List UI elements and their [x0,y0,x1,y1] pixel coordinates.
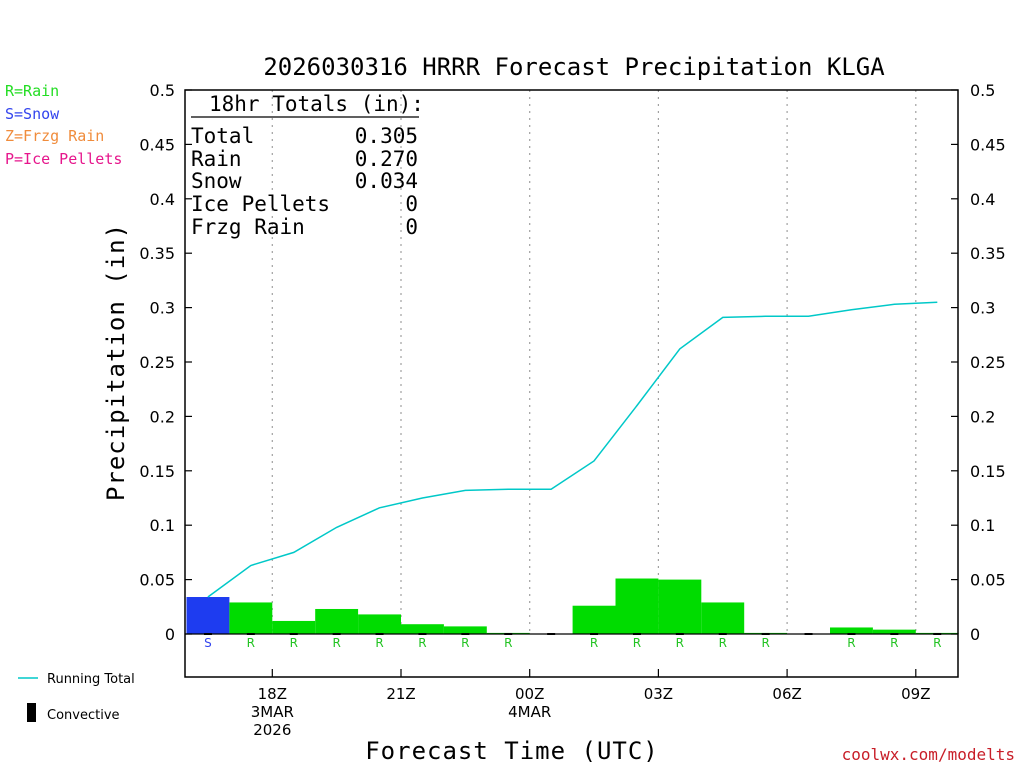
chart-title: 2026030316 HRRR Forecast Precipitation K… [263,53,885,81]
precip-bar [315,608,359,634]
y-tick-label-left: 0.1 [150,516,175,535]
totals-value-ice-pellets: 0 [405,192,418,216]
y-tick-label-right: 0.1 [970,516,995,535]
x-tick-label: 09Z [901,685,930,703]
precip-type-label: S [204,636,212,650]
precip-type-label: R [933,636,941,650]
running-total-line [207,301,938,598]
precip-bar [186,597,230,634]
precip-type-label: R [461,636,469,650]
y-tick-label-left: 0.3 [150,299,175,318]
y-tick-label-left: 0.35 [139,244,175,263]
y-tick-label-left: 0.45 [139,135,175,154]
precip-type-label: R [418,636,426,650]
convective-legend-label: Convective [47,708,120,723]
y-tick-label-right: 0 [970,625,980,644]
y-tick-label-left: 0.15 [139,462,175,481]
x-axis-label: Forecast Time (UTC) [365,737,659,765]
precip-bar [572,605,616,634]
x-tick-label: 18Z [258,685,287,703]
plot-frame [184,89,959,678]
convective-legend-swatch [27,703,36,722]
totals-label-frzg-rain: Frzg Rain [191,215,305,239]
precip-type-label: R [719,636,727,650]
totals-value-total: 0.305 [355,124,418,148]
y-axis-label: Precipitation (in) [102,223,130,501]
precip-bar [872,629,916,634]
totals-value-rain: 0.270 [355,147,418,171]
precip-bar [358,614,401,634]
x-tick-label: 21Z [386,685,415,703]
precip-type-label: R [847,636,855,650]
precip-bar [615,578,659,634]
precip-type-label: R [247,636,255,650]
axes [184,89,959,678]
precip-bar [401,624,444,634]
x-tick-label: 00Z [515,685,544,703]
precip-type-label: R [890,636,898,650]
y-tick-label-left: 0.2 [150,407,175,426]
y-tick-label-left: 0.4 [150,190,175,209]
series-legend: Running Total Convective [18,672,135,723]
legend-frzg-rain: Z=Frzg Rain [5,127,104,145]
totals-heading: 18hr Totals (in): [209,92,424,116]
y-tick-label-right: 0.5 [970,81,995,100]
totals-label-ice-pellets: Ice Pellets [191,192,330,216]
legend-ice-pellets: P=Ice Pellets [5,150,122,168]
precip-type-label: R [332,636,340,650]
x-tick-label: 4MAR [508,703,551,721]
running-total-series [207,301,938,598]
totals-value-frzg-rain: 0 [405,215,418,239]
legend-rain: R=Rain [5,82,59,100]
precip-type-label: R [761,636,769,650]
y-tick-label-right: 0.45 [970,135,1006,154]
precip-bar [443,626,487,634]
y-tick-label-right: 0.35 [970,244,1006,263]
legend-snow: S=Snow [5,105,60,123]
precip-type-label: R [504,636,512,650]
x-tick-label: 03Z [644,685,673,703]
y-tick-label-right: 0.3 [970,299,995,318]
precip-bar [229,602,273,634]
precip-type-label: R [633,636,641,650]
totals-box: 18hr Totals (in): Total 0.305 Rain 0.270… [191,92,424,239]
precip-type-label: R [375,636,383,650]
precip-type-legend: R=Rain S=Snow Z=Frzg Rain P=Ice Pellets [5,82,122,168]
precip-type-label: R [290,636,298,650]
precip-bar [658,579,702,634]
y-tick-label-left: 0.05 [139,571,175,590]
y-tick-label-left: 0.5 [150,81,175,100]
totals-label-snow: Snow [191,169,242,193]
totals-value-snow: 0.034 [355,169,418,193]
tick-labels: S R R R R R R R R R R R R R R R 0.5 0.5 0.45 0.45 0.4 0.4 0.35… [139,81,1005,739]
precip-bar [830,627,873,634]
y-tick-label-left: 0 [165,625,175,644]
totals-label-total: Total [191,124,254,148]
x-tick-label: 3MAR [251,703,294,721]
credit-text: coolwx.com/modelts [842,745,1015,764]
x-tick-label: 06Z [772,685,801,703]
y-tick-label-right: 0.15 [970,462,1006,481]
y-tick-label-right: 0.25 [970,353,1006,372]
precip-bar [272,620,316,634]
precip-type-label: R [590,636,598,650]
hourly-bars [186,578,959,635]
y-tick-label-right: 0.05 [970,571,1006,590]
x-tick-label: 2026 [253,721,291,739]
precip-bar [701,602,745,634]
y-tick-label-left: 0.25 [139,353,175,372]
y-tick-label-right: 0.2 [970,407,995,426]
running-total-legend-label: Running Total [47,672,135,687]
precip-type-label: R [676,636,684,650]
y-tick-label-right: 0.4 [970,190,995,209]
totals-label-rain: Rain [191,147,242,171]
